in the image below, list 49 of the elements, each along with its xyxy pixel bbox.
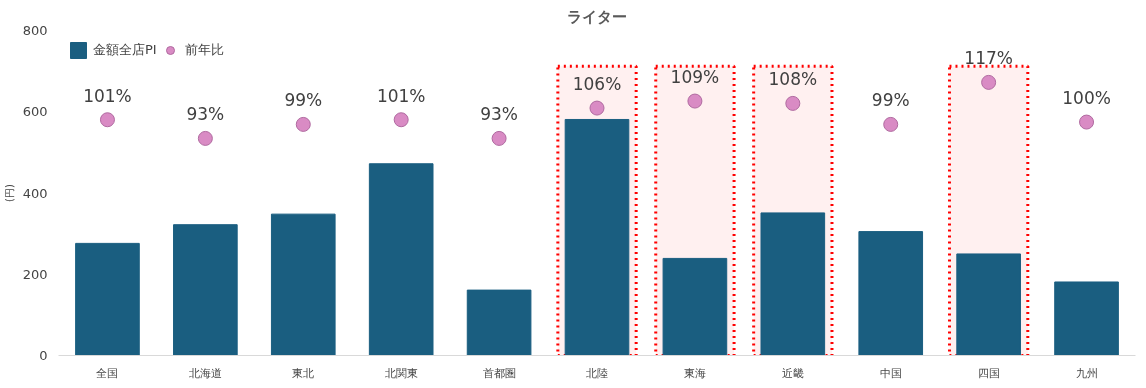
point xyxy=(687,93,703,109)
point xyxy=(981,74,997,90)
data-label: 93% xyxy=(480,104,518,125)
data-label: 100% xyxy=(1062,88,1111,109)
data-label: 99% xyxy=(871,90,910,111)
bar xyxy=(368,163,434,356)
x-tick-label: 九州 xyxy=(1075,366,1098,380)
data-label: 108% xyxy=(768,69,818,90)
data-label: 109% xyxy=(670,67,720,88)
point xyxy=(197,130,213,146)
data-label: 117% xyxy=(964,48,1013,69)
x-tick-label: 近畿 xyxy=(781,366,804,380)
x-tick-label: 東海 xyxy=(683,366,706,380)
point xyxy=(883,116,899,132)
point xyxy=(295,116,311,132)
bar xyxy=(270,213,336,356)
point xyxy=(393,112,409,128)
y-tick-label: 400 xyxy=(22,185,48,201)
x-tick-label: 東北 xyxy=(292,366,315,380)
x-tick-label: 北海道 xyxy=(188,366,222,380)
data-label: 101% xyxy=(83,85,132,106)
bar xyxy=(75,242,140,356)
chart-title: ライター xyxy=(567,7,627,26)
legend-label: 前年比 xyxy=(184,41,224,59)
bar xyxy=(858,231,924,356)
y-axis-title: (円) xyxy=(3,184,15,202)
legend-label: 金額全店PI xyxy=(93,41,157,59)
x-tick-label: 中国 xyxy=(879,366,902,380)
data-label: 106% xyxy=(572,74,622,95)
x-tick-label: 北陸 xyxy=(586,366,608,380)
x-tick-label: 全国 xyxy=(96,366,119,380)
point xyxy=(491,130,507,146)
y-tick-label: 600 xyxy=(22,104,48,120)
bar xyxy=(466,289,532,356)
data-label: 93% xyxy=(186,104,225,125)
data-label: 99% xyxy=(284,90,323,111)
point xyxy=(785,95,801,111)
point xyxy=(1079,114,1095,130)
bar xyxy=(173,224,238,356)
y-tick-label: 200 xyxy=(22,266,48,282)
data-label: 101% xyxy=(376,85,426,106)
y-tick-label: 800 xyxy=(22,23,48,38)
x-tick-label: 首都圏 xyxy=(482,366,516,380)
x-tick-label: 四国 xyxy=(977,366,1000,380)
bar xyxy=(1054,281,1119,356)
point xyxy=(589,100,605,116)
point xyxy=(99,112,115,128)
y-tick-label: 0 xyxy=(39,348,48,363)
x-tick-label: 北関東 xyxy=(384,366,418,380)
